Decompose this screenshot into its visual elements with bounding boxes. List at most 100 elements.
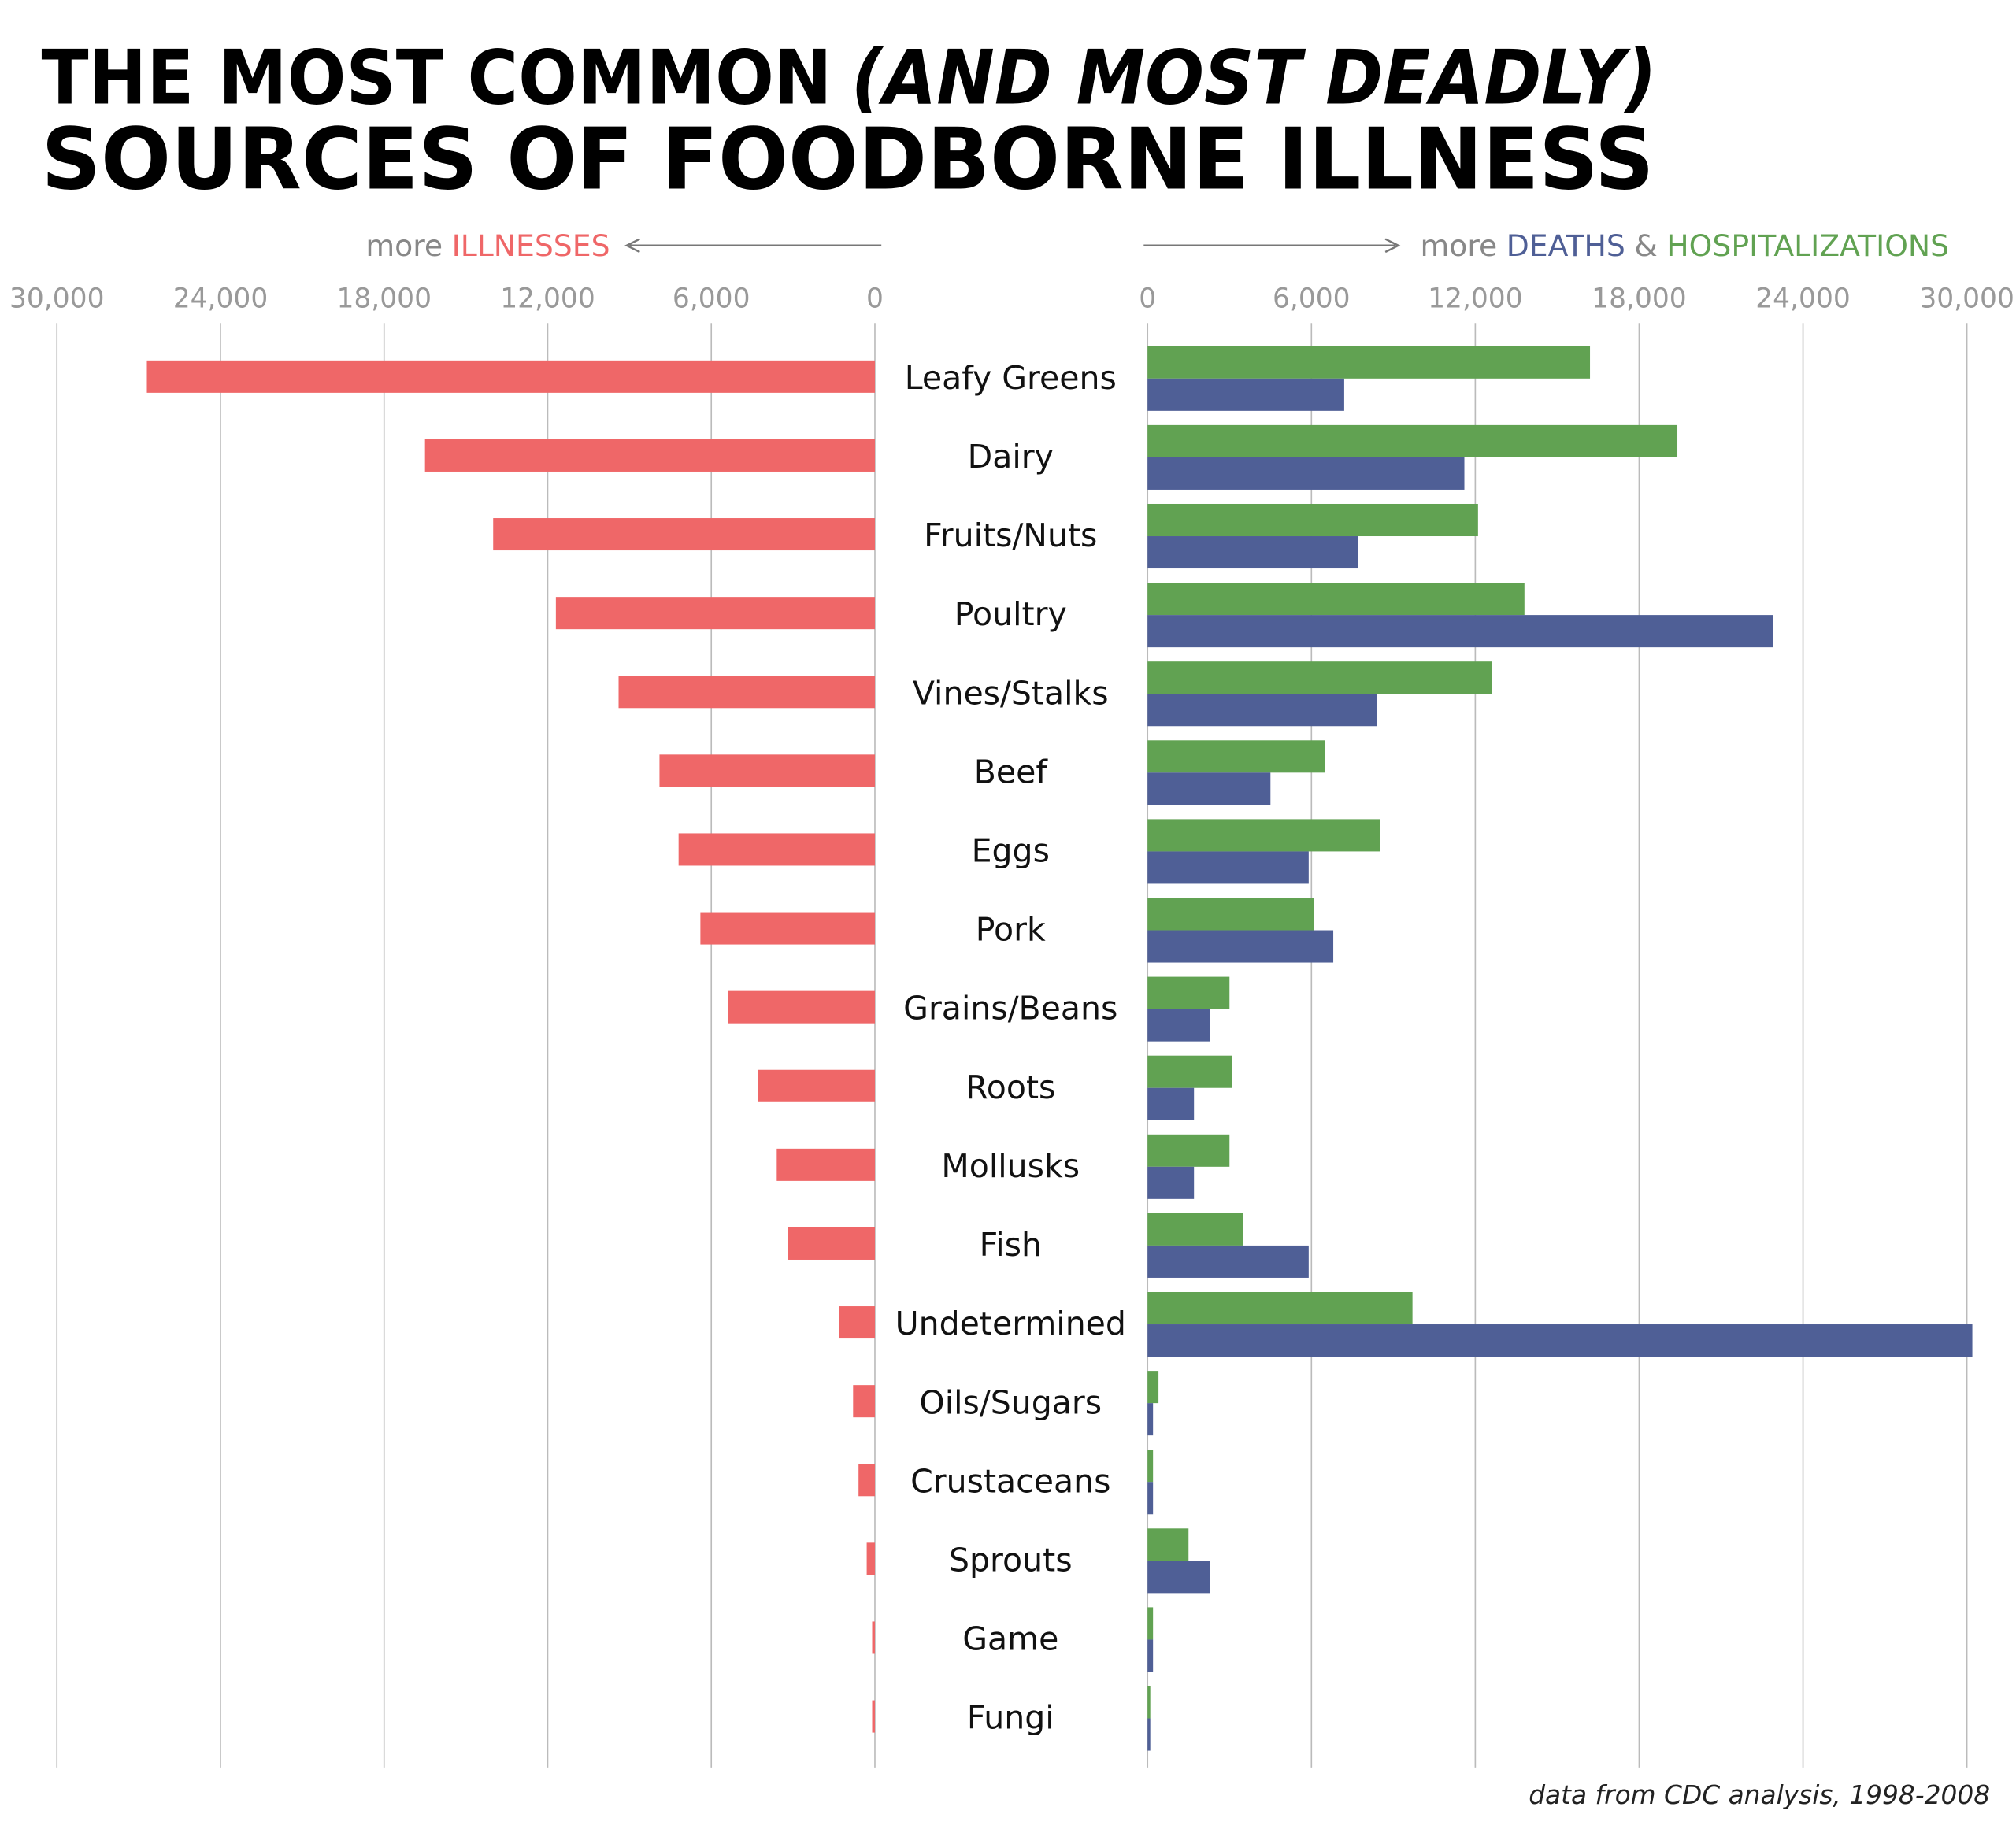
- bar: [1147, 1561, 1210, 1594]
- category-label: Fruits/Nuts: [924, 516, 1097, 554]
- bar: [1147, 1607, 1154, 1640]
- arrow-head: [1384, 238, 1401, 254]
- bar: [424, 439, 875, 472]
- bar: [1147, 1482, 1154, 1515]
- legend-entry: HOSPITALIZATIONS: [1666, 228, 1949, 263]
- chart-title-line: SOURCES OF FOODBORNE ILLNESS: [42, 109, 1655, 209]
- bar: [1147, 740, 1325, 773]
- bar: [1147, 1371, 1159, 1404]
- bar: [872, 1700, 875, 1733]
- legend-entry: DEATHS: [1506, 228, 1625, 263]
- bar: [678, 833, 875, 866]
- x-tick-label: 24,000: [173, 283, 269, 315]
- x-tick-label: 30,000: [1919, 283, 2014, 315]
- bar: [493, 518, 875, 551]
- legend-entry: ILLNESSES: [452, 228, 610, 263]
- chart-title-line: THE MOST COMMON(AND MOST DEADLY): [42, 35, 1657, 121]
- title-italic: (AND MOST DEADLY): [851, 35, 1657, 121]
- x-tick-label: 18,000: [336, 283, 432, 315]
- bar: [1147, 851, 1309, 884]
- bar: [1147, 457, 1465, 490]
- bar: [1147, 536, 1358, 569]
- bar: [728, 990, 875, 1024]
- arrow-head: [624, 238, 640, 254]
- label-prefix: more: [365, 228, 443, 263]
- category-label: Crustaceans: [910, 1462, 1110, 1500]
- category-label: Sprouts: [949, 1541, 1073, 1579]
- x-tick-label: 6,000: [1273, 283, 1351, 315]
- label-prefix: more: [1420, 228, 1497, 263]
- bar: [1147, 819, 1380, 852]
- x-tick-label: 0: [866, 283, 884, 315]
- bar: [1147, 694, 1377, 727]
- category-label: Dairy: [968, 438, 1054, 476]
- category-label: Grains/Beans: [903, 990, 1117, 1027]
- bar: [1147, 1292, 1413, 1325]
- bar: [858, 1464, 875, 1497]
- bar: [1147, 1324, 1973, 1357]
- bar: [555, 597, 875, 630]
- bar: [1147, 346, 1591, 379]
- category-label: Pork: [976, 911, 1046, 949]
- x-tick-label: 12,000: [500, 283, 595, 315]
- legend-joiner: &: [1634, 228, 1657, 263]
- category-label: Beef: [974, 753, 1049, 790]
- x-tick-label: 6,000: [673, 283, 750, 315]
- bar: [839, 1306, 875, 1339]
- x-tick-label: 24,000: [1755, 283, 1851, 315]
- bar: [1147, 615, 1773, 648]
- x-tick-label: 0: [1139, 283, 1156, 315]
- x-tick-label: 30,000: [9, 283, 105, 315]
- bar: [1147, 1718, 1151, 1751]
- bar: [1147, 583, 1525, 616]
- bar: [866, 1542, 875, 1575]
- bar: [853, 1385, 875, 1418]
- x-tick-label: 18,000: [1592, 283, 1687, 315]
- bar: [1147, 661, 1492, 694]
- category-label: Undetermined: [895, 1305, 1126, 1342]
- title-text: THE MOST COMMON: [42, 35, 832, 121]
- bar: [1147, 930, 1334, 963]
- bar: [1147, 1245, 1309, 1278]
- bar: [1147, 1450, 1154, 1483]
- bar: [1147, 1639, 1154, 1672]
- category-label: Leafy Greens: [905, 359, 1117, 397]
- bar: [776, 1148, 875, 1181]
- bar: [700, 912, 875, 945]
- bar: [1147, 1403, 1154, 1436]
- bar: [1147, 1686, 1151, 1719]
- bar: [1147, 772, 1271, 805]
- x-axis-label: more ILLNESSES: [365, 228, 610, 263]
- bar: [1147, 424, 1678, 457]
- category-label: Fish: [980, 1226, 1042, 1264]
- category-label: Mollusks: [941, 1147, 1080, 1185]
- bar: [1147, 1009, 1210, 1042]
- bar: [758, 1069, 875, 1102]
- bar: [1147, 1087, 1195, 1120]
- category-label: Game: [962, 1620, 1058, 1658]
- category-label: Vines/Stalks: [913, 674, 1109, 712]
- bar: [1147, 898, 1314, 931]
- category-label: Eggs: [972, 832, 1050, 870]
- bar: [1147, 976, 1230, 1009]
- bar: [1147, 1134, 1230, 1167]
- bar: [1147, 1528, 1189, 1561]
- bar: [146, 360, 875, 393]
- category-label: Roots: [965, 1068, 1055, 1106]
- x-tick-label: 12,000: [1428, 283, 1523, 315]
- bar: [872, 1621, 875, 1654]
- bar: [1147, 1055, 1232, 1088]
- bar: [1147, 378, 1344, 411]
- bar: [1147, 1213, 1243, 1246]
- bar: [1147, 1166, 1195, 1199]
- x-axis-label: more DEATHS & HOSPITALIZATIONS: [1420, 228, 1949, 263]
- bar: [1147, 503, 1478, 537]
- bar: [659, 754, 875, 787]
- category-label: Oils/Sugars: [919, 1383, 1102, 1421]
- category-label: Poultry: [954, 595, 1067, 633]
- category-label: Fungi: [967, 1699, 1054, 1737]
- bar: [618, 676, 875, 709]
- source-note: data from CDC analysis, 1998-2008: [1529, 1780, 1990, 1810]
